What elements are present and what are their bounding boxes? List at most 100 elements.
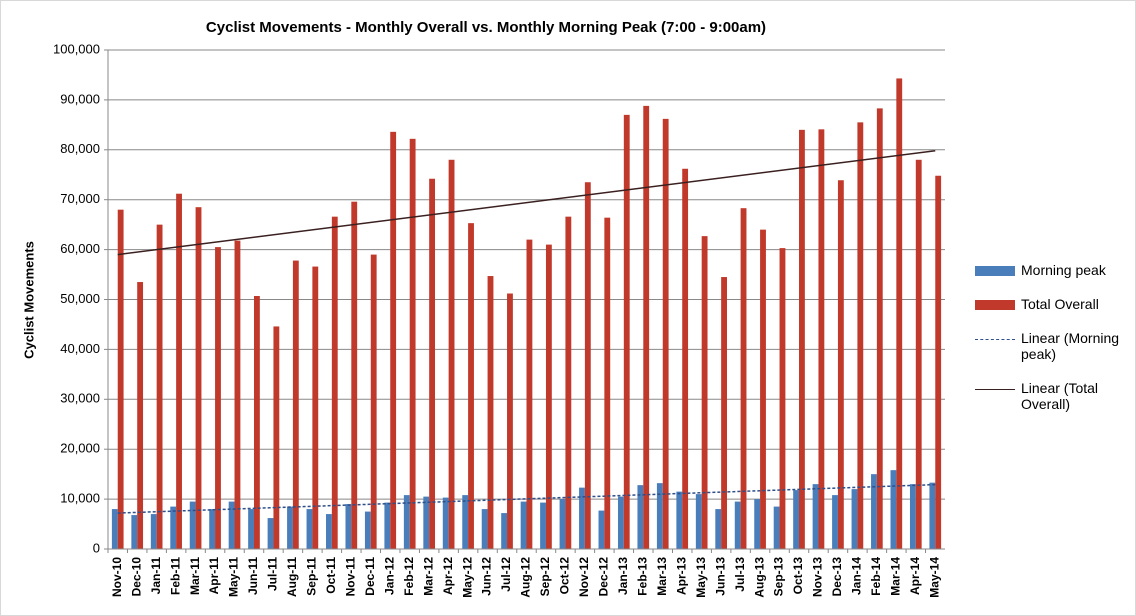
y-tick-label: 50,000 xyxy=(60,291,100,306)
x-tick-label: Jul-11 xyxy=(266,557,280,591)
bar xyxy=(331,216,338,549)
x-tick-label: Feb-14 xyxy=(869,557,883,596)
x-tick-label: May-14 xyxy=(927,557,941,598)
y-tick-label: 90,000 xyxy=(60,91,100,106)
bar xyxy=(111,509,118,549)
bar xyxy=(137,282,144,549)
x-tick-label: Mar-12 xyxy=(421,557,435,596)
bar xyxy=(715,509,722,549)
bar xyxy=(287,506,293,549)
legend: Morning peak Total Overall Linear (Morning… xyxy=(975,262,1135,430)
bar xyxy=(579,487,585,549)
bar xyxy=(617,496,624,549)
x-tick-label: Jan-12 xyxy=(382,557,396,595)
x-tick-label: Dec-11 xyxy=(363,557,377,596)
bar xyxy=(156,224,163,549)
bar xyxy=(929,482,936,549)
bar xyxy=(896,78,903,550)
x-tick-label: Mar-13 xyxy=(655,557,669,596)
y-tick-label: 60,000 xyxy=(60,241,100,256)
x-tick-label: Feb-12 xyxy=(402,557,416,596)
bar xyxy=(292,260,299,549)
x-tick-label: Sep-11 xyxy=(305,557,319,596)
legend-label: Morning peak xyxy=(1021,262,1106,278)
y-tick-label: 20,000 xyxy=(60,441,100,456)
bar xyxy=(676,491,683,549)
bar xyxy=(871,474,877,549)
x-tick-label: Aug-11 xyxy=(285,557,299,597)
bar xyxy=(273,326,280,549)
bar xyxy=(793,490,800,549)
bar xyxy=(754,499,761,549)
bar xyxy=(604,217,611,549)
x-tick-label: Oct-12 xyxy=(558,557,572,595)
x-tick-label: Jan-11 xyxy=(149,557,163,595)
x-tick-label: Apr-14 xyxy=(908,557,922,595)
x-tick-label: Nov-12 xyxy=(577,557,591,597)
bar xyxy=(468,223,474,549)
bar xyxy=(656,483,663,549)
bar xyxy=(448,159,455,549)
bar xyxy=(643,105,650,549)
x-tick-label: Jul-12 xyxy=(499,557,513,592)
bar xyxy=(799,129,805,549)
bar xyxy=(423,496,430,549)
x-tick-label: Sep-13 xyxy=(772,557,786,597)
legend-key xyxy=(975,300,1015,310)
x-tick-label: Dec-13 xyxy=(830,557,844,597)
x-tick-label: Oct-11 xyxy=(324,557,338,594)
bar xyxy=(117,209,124,549)
bar xyxy=(403,495,410,549)
x-tick-label: Nov-10 xyxy=(110,557,124,597)
x-tick-label: Jun-11 xyxy=(246,557,260,595)
bar xyxy=(559,499,566,549)
bar xyxy=(306,509,313,549)
legend-item: Morning peak xyxy=(975,262,1135,278)
legend-key xyxy=(975,266,1015,276)
x-tick-label: Oct-13 xyxy=(791,557,805,595)
x-tick-label: Mar-11 xyxy=(188,557,202,595)
bar xyxy=(734,501,741,549)
y-tick-label: 0 xyxy=(93,540,100,555)
chart-title: Cyclist Movements - Monthly Overall vs. … xyxy=(206,19,766,36)
bar xyxy=(176,193,182,549)
legend-item: Linear (Morning peak) xyxy=(975,330,1135,362)
bar xyxy=(857,122,864,549)
bar xyxy=(170,506,177,549)
bar xyxy=(760,229,766,549)
x-tick-label: May-12 xyxy=(460,557,474,598)
bar xyxy=(234,240,241,550)
bar xyxy=(637,485,644,549)
bar xyxy=(935,175,942,550)
y-tick-label: 70,000 xyxy=(60,191,100,206)
y-tick-label: 40,000 xyxy=(60,341,100,356)
x-tick-label: Feb-11 xyxy=(168,557,182,595)
x-tick-label: Jun-12 xyxy=(480,557,494,596)
bar xyxy=(215,247,221,550)
bar xyxy=(773,506,780,549)
x-tick-label: Dec-10 xyxy=(129,557,143,597)
bar xyxy=(384,502,391,549)
bar xyxy=(345,504,352,549)
x-tick-label: Apr-12 xyxy=(441,557,455,595)
legend-key xyxy=(975,339,1015,340)
legend-label: Linear (Morning peak) xyxy=(1021,330,1120,362)
bar xyxy=(487,276,494,549)
bar xyxy=(501,513,508,549)
bar xyxy=(915,159,922,549)
bar xyxy=(267,518,274,549)
bar xyxy=(740,208,747,550)
bar xyxy=(584,182,591,550)
bar xyxy=(131,515,138,549)
bar xyxy=(507,293,513,549)
y-tick-label: 80,000 xyxy=(60,141,100,156)
x-tick-label: Apr-11 xyxy=(207,557,221,595)
bar xyxy=(195,207,202,549)
bar xyxy=(812,484,819,549)
bar xyxy=(721,277,727,549)
bar xyxy=(565,216,572,549)
x-tick-label: Nov-13 xyxy=(811,557,825,597)
bar xyxy=(779,248,786,549)
